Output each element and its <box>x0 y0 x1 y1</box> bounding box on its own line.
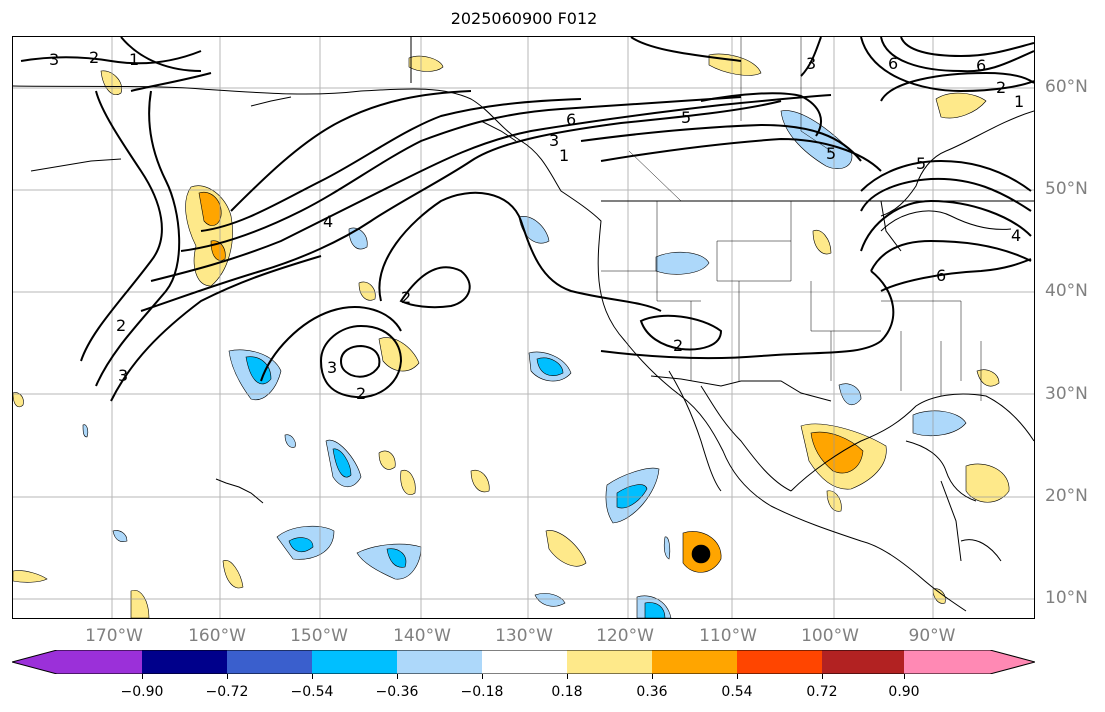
lat-label: 40°N <box>1045 281 1088 301</box>
colorbar-segment <box>652 650 737 674</box>
lon-label: 110°W <box>699 626 757 646</box>
contour-label: 2 <box>996 78 1006 97</box>
colorbar-segment <box>142 650 227 674</box>
colorbar-segment <box>737 650 822 674</box>
contour-label: 1 <box>559 146 569 165</box>
colorbar-extend-low <box>12 650 142 674</box>
contour-label: 4 <box>323 212 333 231</box>
contour-label: 6 <box>976 56 986 75</box>
contour-lines <box>20 37 1034 402</box>
colorbar-tickmark <box>482 674 483 679</box>
lon-label: 120°W <box>596 626 654 646</box>
map-canvas: 3 2 1 6 5 3 1 4 2 3 2 2 3 6 6 5 2 1 3 2 … <box>13 37 1034 618</box>
colorbar-tick-label: −0.72 <box>205 684 249 700</box>
colorbar-tickmark <box>822 674 823 679</box>
colorbar-tickmark <box>142 674 143 679</box>
contour-label: 5 <box>826 144 836 163</box>
colorbar-extend-high <box>904 650 1035 674</box>
lon-label: 140°W <box>393 626 451 646</box>
coastlines <box>13 37 1034 612</box>
lat-label: 10°N <box>1045 588 1088 608</box>
lat-label: 50°N <box>1045 179 1088 199</box>
colorbar-tickmark <box>312 674 313 679</box>
colorbar-tickmark <box>737 674 738 679</box>
colorbar-segment <box>822 650 904 674</box>
lon-label: 90°W <box>908 626 956 646</box>
contour-label: 5 <box>916 154 926 173</box>
contour-label: 2 <box>673 336 683 355</box>
contour-label: 3 <box>327 358 337 377</box>
lat-label: 20°N <box>1045 486 1088 506</box>
contour-label: 6 <box>888 54 898 73</box>
lon-label: 150°W <box>290 626 348 646</box>
colorbar-tick-label: 0.90 <box>888 684 920 700</box>
islands <box>30 96 517 504</box>
map-title: 2025060900 F012 <box>450 9 598 28</box>
contour-label: 6 <box>566 110 576 129</box>
colorbar-tick-label: 0.54 <box>721 684 753 700</box>
lon-label: 130°W <box>495 626 553 646</box>
colorbar-tick-label: −0.36 <box>375 684 419 700</box>
colorbar-tickmark <box>397 674 398 679</box>
lat-label: 30°N <box>1045 384 1088 404</box>
graticule <box>13 37 1034 618</box>
negative-anomaly-shading <box>82 110 967 618</box>
colorbar-segment <box>227 650 312 674</box>
contour-label: 3 <box>49 50 59 69</box>
contour-label: 1 <box>129 50 139 69</box>
contour-label: 2 <box>401 288 411 307</box>
colorbar-tick-label: −0.54 <box>290 684 334 700</box>
contour-label: 3 <box>806 54 816 73</box>
political-borders <box>601 37 982 401</box>
colorbar-tick-label: 0.18 <box>551 684 583 700</box>
colorbar-segment <box>312 650 397 674</box>
contour-labels: 3 2 1 6 5 3 1 4 2 3 2 2 3 6 6 5 2 1 3 2 … <box>49 48 1024 403</box>
contour-label: 5 <box>681 108 691 127</box>
colorbar-tick-label: 0.72 <box>806 684 838 700</box>
colorbar-segment <box>567 650 652 674</box>
contour-label: 3 <box>549 131 559 150</box>
map-panel: 3 2 1 6 5 3 1 4 2 3 2 2 3 6 6 5 2 1 3 2 … <box>12 36 1035 619</box>
contour-label: 4 <box>1011 226 1021 245</box>
lat-label: 60°N <box>1045 77 1088 97</box>
contour-label: 2 <box>89 48 99 67</box>
colorbar-tickmark <box>652 674 653 679</box>
positive-anomaly-shading <box>13 53 1010 618</box>
colorbar-tick-label: −0.18 <box>460 684 504 700</box>
colorbar-tickmark <box>567 674 568 679</box>
lon-label: 170°W <box>85 626 143 646</box>
colorbar <box>12 650 1035 674</box>
colorbar-tick-label: −0.90 <box>120 684 164 700</box>
contour-label: 2 <box>116 316 126 335</box>
colorbar-segment <box>397 650 482 674</box>
contour-label: 6 <box>936 266 946 285</box>
lon-label: 160°W <box>188 626 246 646</box>
colorbar-tickmark <box>227 674 228 679</box>
colorbar-tickmark <box>904 674 905 679</box>
colorbar-segment <box>482 650 567 674</box>
lon-label: 100°W <box>801 626 859 646</box>
contour-label: 1 <box>1014 92 1024 111</box>
contour-label: 3 <box>118 366 128 385</box>
contour-label: 2 <box>356 384 366 403</box>
colorbar-tick-label: 0.36 <box>636 684 668 700</box>
